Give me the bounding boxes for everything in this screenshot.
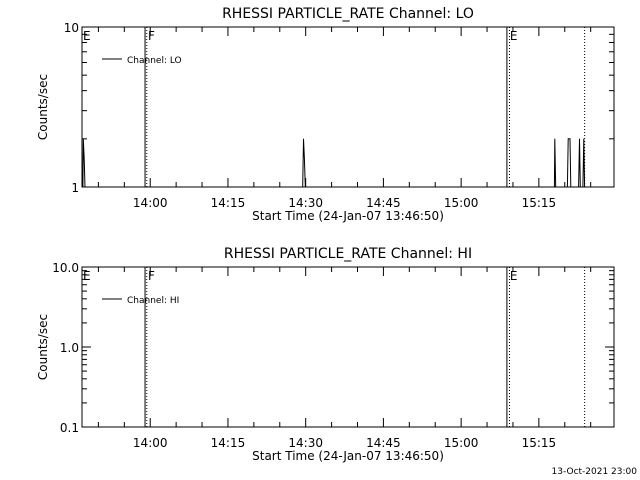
legend-label: Channel: HI bbox=[127, 296, 179, 306]
y-tick-label: 1 bbox=[71, 181, 79, 195]
chart-panel-1: RHESSI PARTICLE_RATE Channel: LO 1 10 Count… bbox=[36, 6, 615, 223]
edge-event-label: E bbox=[83, 29, 91, 43]
x-tick-label: 15:00 bbox=[444, 196, 479, 210]
x-tick-label: 15:00 bbox=[444, 436, 479, 450]
x-tick-label: 14:00 bbox=[133, 196, 168, 210]
x-tick-label: 14:30 bbox=[288, 196, 323, 210]
event-label: E bbox=[510, 269, 518, 283]
x-tick-label: 14:30 bbox=[288, 436, 323, 450]
y-tick-label: 1.0 bbox=[60, 341, 79, 355]
x-tick-label: 14:00 bbox=[133, 436, 168, 450]
x-axis-label: Start Time (24-Jan-07 13:46:50) bbox=[252, 209, 444, 223]
y-axis-label: Counts/sec bbox=[36, 314, 50, 380]
x-tick-label: 14:45 bbox=[366, 436, 401, 450]
y-tick-label: 0.1 bbox=[60, 421, 79, 435]
series-line bbox=[82, 138, 586, 188]
chart-title: RHESSI PARTICLE_RATE Channel: LO bbox=[222, 6, 474, 22]
x-axis-label: Start Time (24-Jan-07 13:46:50) bbox=[252, 449, 444, 463]
timestamp: 13-Oct-2021 23:00 bbox=[552, 467, 638, 477]
edge-event-label: E bbox=[83, 269, 91, 283]
y-axis-label: Counts/sec bbox=[36, 74, 50, 140]
x-tick-label: 15:15 bbox=[522, 436, 557, 450]
y-tick-label: 10.0 bbox=[52, 261, 79, 275]
x-tick-label: 15:15 bbox=[522, 196, 557, 210]
chart-panel-2: RHESSI PARTICLE_RATE Channel: HI 0.1 1.0 10… bbox=[36, 246, 615, 463]
x-tick-label: 14:15 bbox=[211, 196, 246, 210]
event-label: E bbox=[510, 29, 518, 43]
event-label: F bbox=[148, 269, 155, 283]
y-tick-label: 10 bbox=[64, 21, 79, 35]
legend-label: Channel: LO bbox=[127, 56, 182, 66]
x-tick-label: 14:15 bbox=[211, 436, 246, 450]
chart-title: RHESSI PARTICLE_RATE Channel: HI bbox=[224, 246, 472, 262]
x-tick-label: 14:45 bbox=[366, 196, 401, 210]
event-label: F bbox=[148, 29, 155, 43]
